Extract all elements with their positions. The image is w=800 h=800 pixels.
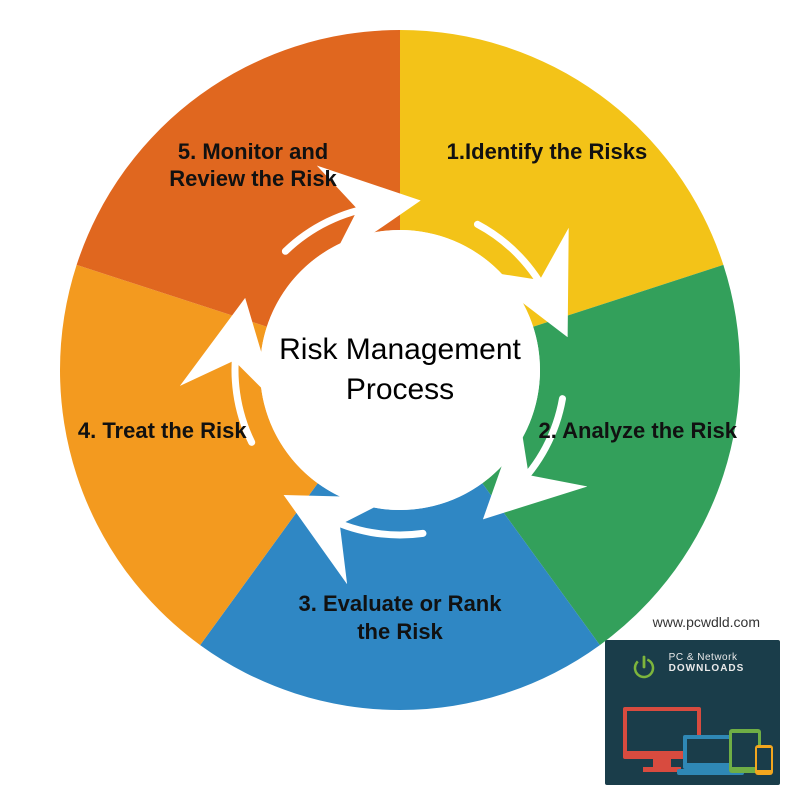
attribution-text: www.pcwdld.com [653, 614, 760, 630]
devices-icon [605, 695, 780, 785]
brand-text: PC & Network DOWNLOADS [605, 652, 780, 676]
donut-svg [60, 30, 740, 710]
brand-line2: DOWNLOADS [669, 663, 745, 674]
risk-cycle-diagram: Risk Management Process 1.Identify the R… [60, 30, 740, 710]
brand-line1: PC & Network [669, 652, 745, 663]
brand-logo-card: PC & Network DOWNLOADS [605, 640, 780, 785]
